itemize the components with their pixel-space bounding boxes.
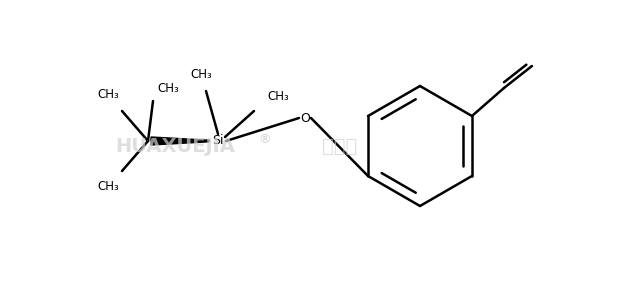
Text: CH₃: CH₃ (97, 88, 119, 101)
Text: HUAXUEJIA: HUAXUEJIA (115, 137, 235, 156)
Text: CH₃: CH₃ (190, 69, 212, 81)
Text: CH₃: CH₃ (157, 81, 179, 95)
Polygon shape (151, 137, 209, 145)
Text: O: O (300, 112, 310, 125)
Text: Si: Si (212, 134, 224, 147)
Text: 化学加: 化学加 (323, 137, 358, 156)
Text: CH₃: CH₃ (267, 89, 289, 103)
Text: ®: ® (259, 134, 271, 146)
Text: CH₃: CH₃ (97, 180, 119, 193)
